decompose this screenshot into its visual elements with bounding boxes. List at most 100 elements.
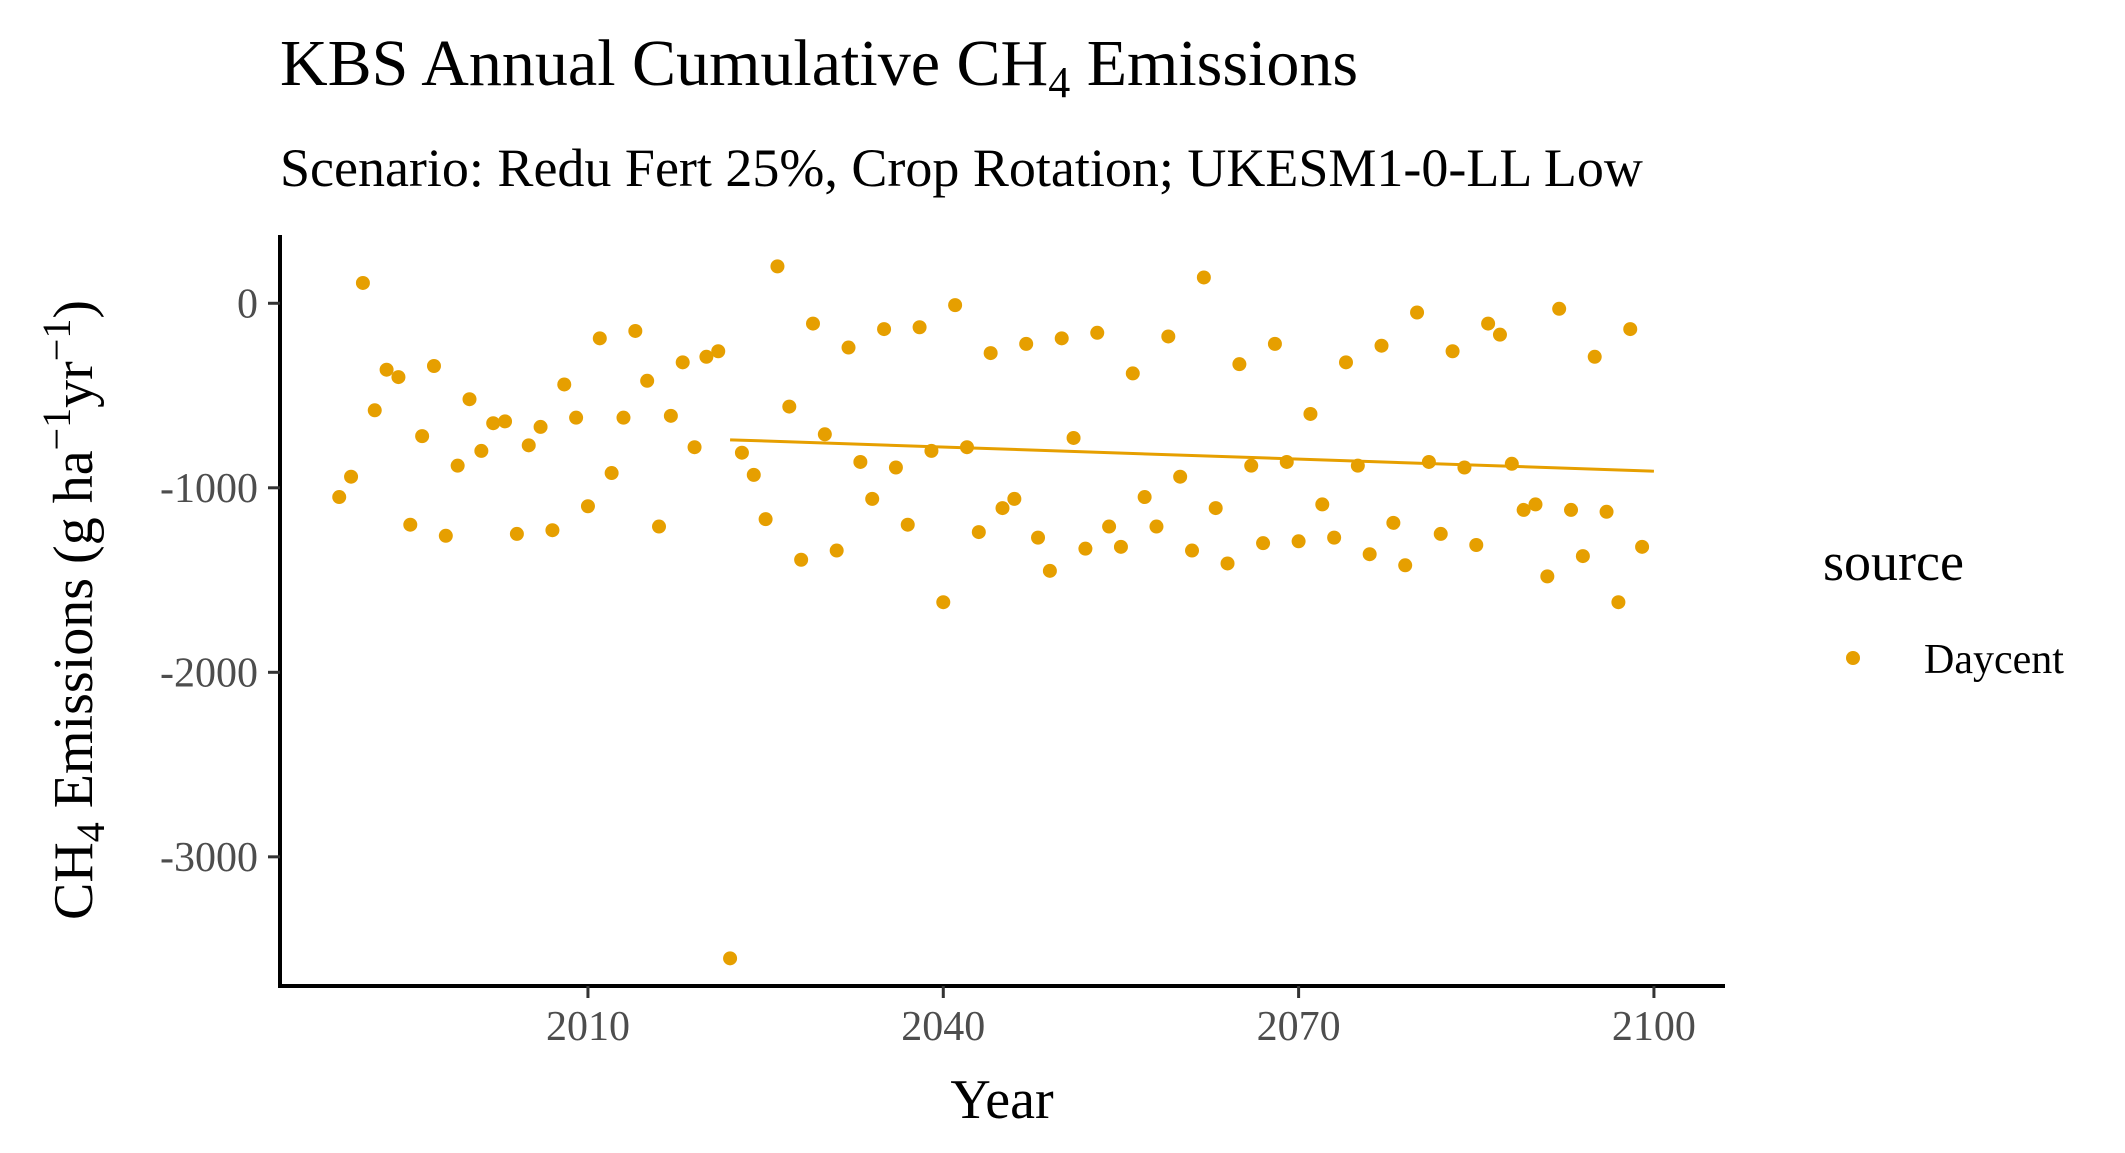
data-point: [1327, 530, 1342, 545]
data-point: [1019, 336, 1034, 351]
data-point: [1410, 305, 1425, 320]
data-point: [1623, 322, 1638, 337]
data-point: [652, 519, 667, 534]
data-point: [723, 951, 738, 966]
data-point: [1113, 539, 1128, 554]
data-point: [462, 392, 477, 407]
data-point: [794, 552, 809, 567]
y-axis-title: CH4 Emissions (g ha−1yr−1): [34, 300, 113, 920]
chart-subtitle: Scenario: Redu Fert 25%, Crop Rotation; …: [280, 138, 1643, 198]
chart-title-suffix: Emissions: [1070, 27, 1358, 100]
data-point: [1540, 569, 1555, 584]
data-point: [1374, 338, 1389, 353]
y-axis-title-subscript: 4: [68, 822, 113, 842]
data-point: [711, 344, 726, 359]
data-point: [1611, 595, 1626, 610]
y-axis-ticks: 0 -1000 -2000 -3000: [160, 281, 280, 881]
data-point: [486, 416, 501, 431]
data-point: [971, 525, 986, 540]
legend-title: source: [1823, 532, 1964, 592]
data-point: [344, 469, 359, 484]
data-point: [1185, 543, 1200, 558]
data-point: [687, 440, 702, 455]
data-point: [1481, 316, 1496, 331]
data-point: [888, 460, 903, 475]
x-axis-ticks: 2010 2040 2070 2100: [546, 986, 1696, 1050]
data-point: [1445, 344, 1460, 359]
data-point: [1587, 349, 1602, 364]
data-point: [498, 414, 513, 429]
data-point: [1457, 460, 1472, 475]
data-point: [841, 340, 856, 355]
data-point: [770, 259, 785, 274]
data-point: [1256, 536, 1271, 551]
y-tick-label: 0: [237, 281, 258, 327]
data-point: [604, 466, 619, 481]
data-point: [1492, 327, 1507, 342]
data-point: [1552, 301, 1567, 316]
data-point: [1102, 519, 1117, 534]
data-point: [640, 373, 655, 388]
data-point: [663, 408, 678, 423]
data-point: [569, 410, 584, 425]
data-point: [1149, 519, 1164, 534]
y-tick-label: -1000: [160, 466, 258, 512]
data-point: [1173, 469, 1188, 484]
data-point: [1267, 336, 1282, 351]
y-axis-title-yr: yr: [43, 361, 105, 408]
legend-key-daycent: [1846, 651, 1860, 665]
data-point: [1161, 329, 1176, 344]
data-point: [379, 362, 394, 377]
data-point: [1386, 515, 1401, 530]
data-point: [509, 526, 524, 541]
data-point: [1398, 558, 1413, 573]
y-tick-label: -2000: [160, 650, 258, 696]
x-tick-label: 2070: [1257, 1004, 1341, 1050]
data-point: [580, 499, 595, 514]
data-point: [734, 445, 749, 460]
data-point: [995, 501, 1010, 516]
data-point: [616, 410, 631, 425]
data-points: [332, 259, 1650, 966]
data-point: [959, 440, 974, 455]
y-axis-title-mid: Emissions (g ha: [43, 450, 105, 822]
data-point: [1350, 458, 1365, 473]
x-tick-label: 2040: [901, 1004, 985, 1050]
data-point: [983, 346, 998, 361]
legend-label-daycent: Daycent: [1924, 637, 2064, 683]
data-point: [1042, 563, 1057, 578]
data-point: [758, 512, 773, 527]
data-point: [1196, 270, 1211, 285]
data-point: [1291, 534, 1306, 549]
data-point: [1125, 366, 1140, 381]
x-tick-label: 2010: [546, 1004, 630, 1050]
trend-layer: [730, 438, 1654, 473]
data-point: [1362, 547, 1377, 562]
data-point: [1421, 454, 1436, 469]
y-axis-title-superscript-1: −1: [34, 408, 79, 451]
data-point: [1054, 331, 1069, 346]
data-point: [1232, 357, 1247, 372]
data-point: [332, 490, 347, 505]
data-point: [474, 443, 489, 458]
data-point: [1007, 491, 1022, 506]
data-point: [1469, 537, 1484, 552]
data-point: [675, 355, 690, 370]
data-point: [1208, 501, 1223, 516]
data-point: [415, 429, 430, 444]
data-point: [355, 275, 370, 290]
trend-line: [730, 438, 1654, 473]
data-point: [1599, 504, 1614, 519]
data-point: [1575, 549, 1590, 564]
data-point: [924, 443, 939, 458]
data-point: [1078, 541, 1093, 556]
data-point: [1504, 456, 1519, 471]
data-point: [746, 467, 761, 482]
data-point: [1564, 502, 1579, 517]
x-tick-label: 2100: [1612, 1004, 1696, 1050]
data-point: [426, 359, 441, 374]
data-point: [805, 316, 820, 331]
data-point: [817, 427, 832, 442]
data-point: [1635, 539, 1650, 554]
